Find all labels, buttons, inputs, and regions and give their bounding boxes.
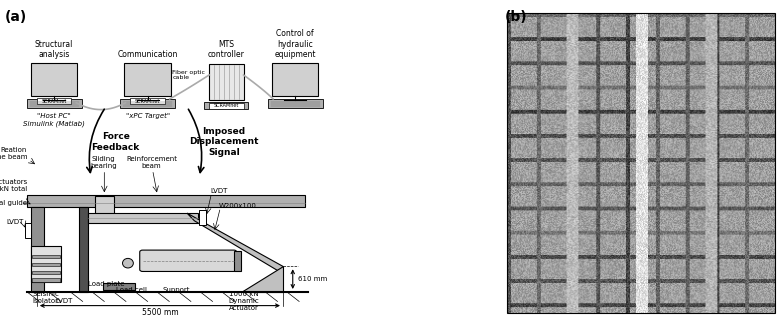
Bar bbox=[32, 263, 59, 266]
Text: Load cell: Load cell bbox=[116, 287, 148, 293]
Text: Load plate: Load plate bbox=[87, 281, 124, 287]
Text: Reinforcement
beam: Reinforcement beam bbox=[126, 156, 177, 169]
Text: Support: Support bbox=[162, 287, 190, 293]
Polygon shape bbox=[241, 266, 283, 292]
Bar bbox=[32, 271, 59, 274]
Bar bbox=[87, 213, 198, 223]
Text: 5500 mm: 5500 mm bbox=[141, 308, 178, 317]
Bar bbox=[204, 102, 248, 109]
Bar bbox=[30, 207, 45, 292]
FancyBboxPatch shape bbox=[130, 98, 165, 104]
Text: LVDT: LVDT bbox=[55, 298, 73, 304]
FancyBboxPatch shape bbox=[124, 63, 171, 96]
Bar bbox=[234, 251, 241, 271]
Text: W200x100: W200x100 bbox=[219, 203, 257, 209]
Text: SCRAMnet: SCRAMnet bbox=[214, 103, 239, 108]
FancyBboxPatch shape bbox=[140, 250, 237, 271]
Text: MTS
controller: MTS controller bbox=[208, 40, 244, 59]
Text: Communication: Communication bbox=[117, 50, 178, 59]
Text: "xPC Target": "xPC Target" bbox=[126, 113, 169, 119]
FancyBboxPatch shape bbox=[268, 99, 323, 108]
Bar bbox=[32, 278, 59, 282]
Text: Imposed
Displacement
Signal: Imposed Displacement Signal bbox=[189, 127, 259, 157]
Text: 610 mm: 610 mm bbox=[298, 276, 327, 282]
Text: "Host PC"
Simulink (Matlab): "Host PC" Simulink (Matlab) bbox=[23, 113, 85, 127]
Text: 4 static actuators
351 kN total: 4 static actuators 351 kN total bbox=[0, 179, 27, 191]
Text: SCRAMnet: SCRAMnet bbox=[135, 99, 160, 104]
FancyBboxPatch shape bbox=[209, 103, 244, 109]
FancyBboxPatch shape bbox=[120, 99, 175, 108]
Bar bbox=[103, 283, 135, 290]
FancyBboxPatch shape bbox=[31, 63, 77, 96]
Text: Control of
hydraulic
equipment: Control of hydraulic equipment bbox=[274, 29, 316, 59]
Text: Reation
frame beam: Reation frame beam bbox=[0, 147, 27, 160]
Text: (a): (a) bbox=[5, 10, 27, 24]
Text: 1000 kN
Dynamic
Actuator: 1000 kN Dynamic Actuator bbox=[228, 291, 259, 311]
Text: Lateral guide: Lateral guide bbox=[0, 200, 27, 205]
Bar bbox=[27, 195, 305, 207]
Text: LVDT: LVDT bbox=[211, 189, 228, 194]
Bar bbox=[79, 207, 87, 292]
Text: Force
Feedback: Force Feedback bbox=[91, 132, 140, 152]
Bar bbox=[95, 196, 114, 217]
Text: Structural
analysis: Structural analysis bbox=[35, 40, 73, 59]
Text: Fiber optic
cable: Fiber optic cable bbox=[172, 70, 205, 80]
FancyBboxPatch shape bbox=[37, 98, 71, 104]
Text: LVDT: LVDT bbox=[6, 219, 23, 225]
Text: SCRAMnet: SCRAMnet bbox=[41, 99, 67, 104]
Bar bbox=[209, 64, 244, 100]
Ellipse shape bbox=[123, 258, 134, 268]
Text: (b): (b) bbox=[505, 10, 527, 24]
FancyBboxPatch shape bbox=[272, 63, 319, 96]
Bar bbox=[32, 255, 59, 258]
Bar bbox=[25, 223, 31, 238]
Text: Sliding
bearing: Sliding bearing bbox=[90, 156, 116, 169]
Text: Seismic
Isolator: Seismic Isolator bbox=[32, 291, 59, 304]
Bar bbox=[199, 210, 206, 225]
Polygon shape bbox=[187, 213, 283, 274]
Bar bbox=[31, 246, 60, 282]
FancyBboxPatch shape bbox=[27, 99, 82, 108]
